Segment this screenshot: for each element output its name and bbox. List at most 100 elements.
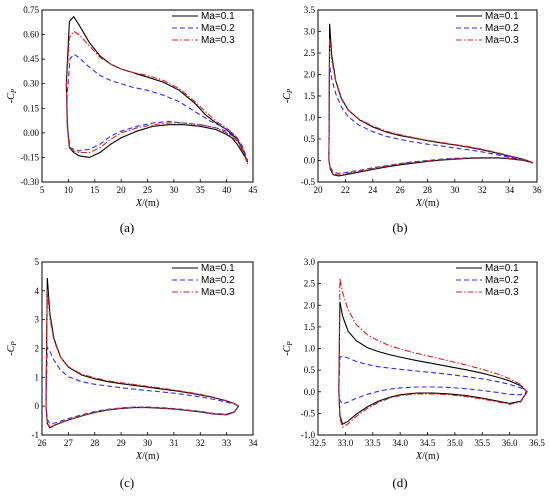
x-tick-label: 22 (341, 185, 350, 195)
panel-caption: (c) (120, 475, 134, 490)
panel-caption: (d) (392, 475, 407, 490)
y-tick-label: 1.5 (304, 322, 316, 332)
x-axis-label: X/(m) (415, 451, 439, 462)
legend-label: Ma=0.2 (485, 23, 519, 34)
legend-label: Ma=0.3 (485, 35, 519, 46)
x-axis-label: X/(m) (135, 198, 159, 209)
y-tick-label: 4 (35, 286, 40, 296)
x-tick-label: 36 (533, 185, 543, 195)
x-tick-label: 29 (117, 438, 127, 448)
y-tick-label: 3.0 (304, 27, 316, 37)
x-tick-label: 33 (222, 438, 232, 448)
y-axis-label: -CP (282, 88, 294, 103)
x-tick-label: 25 (143, 185, 153, 195)
y-tick-label: 0.5 (304, 134, 316, 144)
y-axis-label: -CP (6, 88, 18, 103)
x-tick-label: 24 (368, 185, 378, 195)
legend-label: Ma=0.3 (201, 35, 235, 46)
x-tick-label: 27 (64, 438, 74, 448)
y-tick-label: 2.0 (304, 70, 316, 80)
y-tick-label: 3 (35, 315, 40, 325)
y-tick-label: 0.0 (304, 156, 316, 166)
y-tick-label: 3.5 (304, 5, 316, 15)
legend-label: Ma=0.1 (201, 11, 235, 22)
legend-label: Ma=0.2 (201, 275, 235, 286)
y-tick-label: -1.0 (301, 430, 316, 440)
x-tick-label: 34.0 (392, 438, 408, 448)
series-line-ma-0-2 (66, 53, 249, 161)
legend-label: Ma=0.3 (485, 287, 519, 298)
y-tick-label: 5 (35, 257, 40, 267)
x-tick-label: 31 (169, 438, 178, 448)
x-tick-label: 34.5 (420, 438, 436, 448)
legend: Ma=0.1Ma=0.2Ma=0.3 (172, 263, 235, 298)
series-line-ma-0-1 (328, 23, 534, 177)
y-tick-label: -0.5 (301, 177, 316, 187)
x-axis-label: X/(m) (135, 451, 159, 462)
x-tick-label: 32 (196, 438, 205, 448)
x-tick-label: 32 (478, 185, 487, 195)
y-tick-label: 0 (35, 401, 40, 411)
x-tick-label: 34 (249, 438, 259, 448)
x-tick-label: 32.5 (310, 438, 326, 448)
chart-panel-a: 5 10 15 20 25 30 35 40 45 -0.30 -0.15 0.00 0.15 0.30 0… (6, 5, 258, 235)
y-tick-label: 1.5 (304, 91, 316, 101)
y-tick-label: 0.30 (23, 79, 39, 89)
chart-panel-c: 26 27 28 29 30 31 32 33 34-1012345X/(m)-CPMa=0.1… (6, 257, 258, 490)
series-line-ma-0-3 (338, 278, 528, 429)
x-tick-label: 20 (314, 185, 324, 195)
series-line-ma-0-1 (45, 277, 240, 429)
y-tick-label: 1 (35, 372, 40, 382)
x-axis-label: X/(m) (415, 198, 439, 209)
series-line-ma-0-1 (338, 301, 528, 426)
x-tick-label: 35.5 (474, 438, 490, 448)
y-tick-label: 0.75 (23, 5, 39, 15)
x-tick-label: 45 (249, 185, 259, 195)
x-tick-label: 36.5 (529, 438, 545, 448)
x-tick-label: 28 (90, 438, 100, 448)
x-tick-label: 35 (196, 185, 206, 195)
legend: Ma=0.1Ma=0.2Ma=0.3 (172, 11, 235, 46)
y-tick-label: -0.30 (20, 177, 39, 187)
legend-label: Ma=0.2 (201, 23, 235, 34)
x-tick-label: 30 (143, 438, 153, 448)
series-line-ma-0-3 (45, 289, 240, 428)
chart-panel-b: 20 22 24 26 28 30 32 34 36 -0.5 0.0 0.5 1.0 1.5 2.0 2.5… (282, 5, 542, 235)
panel-caption: (a) (120, 220, 134, 235)
legend: Ma=0.1Ma=0.2Ma=0.3 (456, 11, 519, 46)
series-line-ma-0-2 (45, 345, 240, 425)
y-tick-label: 0.60 (23, 30, 39, 40)
y-tick-label: 2.5 (304, 48, 316, 58)
x-tick-label: 36.0 (502, 438, 518, 448)
x-tick-label: 33.5 (365, 438, 381, 448)
legend-label: Ma=0.3 (201, 287, 235, 298)
y-tick-label: -0.15 (20, 152, 39, 162)
y-tick-label: 0.45 (23, 54, 39, 64)
x-tick-label: 28 (423, 185, 433, 195)
legend-label: Ma=0.2 (485, 275, 519, 286)
x-tick-label: 40 (222, 185, 232, 195)
y-tick-label: 2 (35, 344, 40, 354)
x-tick-label: 30 (169, 185, 179, 195)
y-tick-label: -1 (32, 430, 40, 440)
y-tick-label: 2.5 (304, 279, 316, 289)
legend-label: Ma=0.1 (485, 11, 519, 22)
y-tick-label: 0.5 (304, 365, 316, 375)
legend: Ma=0.1Ma=0.2Ma=0.3 (456, 263, 519, 298)
x-tick-label: 33.0 (338, 438, 354, 448)
y-tick-label: 3.0 (304, 257, 316, 267)
y-tick-label: -0.5 (301, 408, 316, 418)
y-axis-label: -CP (282, 341, 294, 356)
panel-caption: (b) (392, 220, 407, 235)
x-tick-label: 20 (117, 185, 127, 195)
series-line-ma-0-2 (328, 65, 534, 174)
series-line-ma-0-3 (65, 30, 249, 165)
x-tick-label: 34 (505, 185, 515, 195)
y-tick-label: 1.0 (304, 344, 316, 354)
legend-label: Ma=0.1 (485, 263, 519, 274)
y-tick-label: 0.00 (23, 128, 39, 138)
y-tick-label: 0.15 (23, 103, 39, 113)
chart-panel-d: 32.5 33.0 33.5 34.0 34.5 35.0 35.5 36.0 36.5 -1.0… (282, 257, 545, 490)
y-axis-label: -CP (6, 341, 18, 356)
